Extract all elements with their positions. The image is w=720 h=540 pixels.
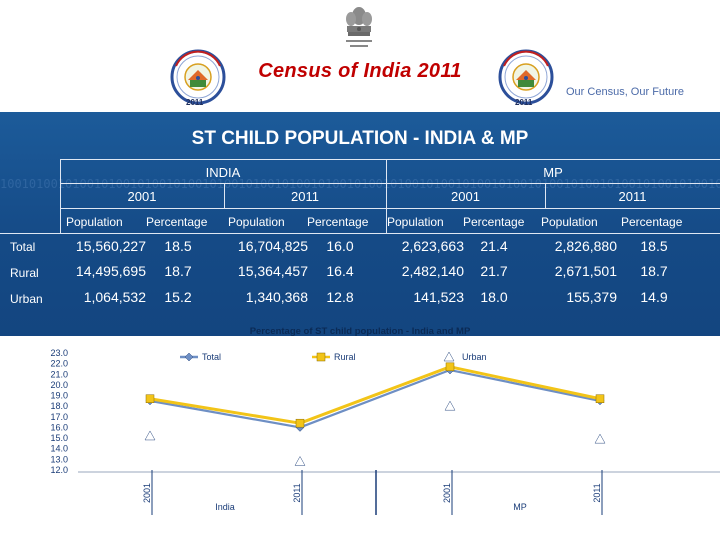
table-cell: 2,826,880 [554,238,617,254]
column-header: Percentage [463,215,525,229]
table-cell: 16.0 [326,238,354,254]
x-group-label: MP [513,502,527,512]
table-cell: 18.7 [164,263,192,279]
table-cell: 18.5 [640,238,668,254]
column-header: Population [387,215,444,229]
row-label-urban: Urban [10,292,43,306]
y-tick-label: 22.0 [50,359,68,369]
legend-label: Total [202,352,221,362]
y-tick-label: 21.0 [50,369,68,379]
x-tick-label: 2001 [442,483,452,503]
y-tick-label: 14.0 [50,444,68,454]
table-cell: 15,364,457 [237,263,308,279]
series-line-rural [149,365,601,425]
chart-title: Percentage of ST child population - Indi… [249,326,471,337]
group-header-india: INDIA [205,165,241,180]
binary-background-pattern: 1001010010100101001010010100101001010010… [0,178,720,191]
x-tick-label: 2011 [292,483,302,502]
column-header: Percentage [307,215,369,229]
table-rule [224,183,225,208]
year-header: 2011 [291,189,319,204]
table-cell: 18.5 [164,238,192,254]
logo-year-left: 2011 [186,98,204,107]
y-tick-label: 15.0 [50,433,68,443]
column-header: Population [228,215,285,229]
table-cell: 2,671,501 [554,263,617,279]
data-point-rural [445,362,455,372]
table-cell: 2,623,663 [401,238,464,254]
x-tick-label: 2011 [592,483,602,502]
table-cell: 2,482,140 [401,263,464,279]
x-group-label: India [215,502,235,512]
column-header: Percentage [146,215,208,229]
table-rule [60,159,61,233]
column-header: Population [541,215,598,229]
year-header: 2001 [451,189,480,204]
plot-background [0,336,720,540]
table-rule [60,208,720,209]
line-chart: 23.022.021.020.019.018.017.016.015.014.0… [0,336,720,540]
slide-title: ST CHILD POPULATION - INDIA & MP [191,128,529,149]
tagline: Our Census, Our Future [566,86,684,98]
legend-marker [316,352,326,362]
y-tick-label: 16.0 [50,422,68,432]
table-cell: 21.4 [480,238,508,254]
census-title: Census of India 2011 [258,60,462,82]
table-cell: 141,523 [413,289,464,305]
table-rule [0,233,720,234]
table-cell: 155,379 [566,289,617,305]
y-tick-label: 17.0 [50,412,68,422]
column-header: Population [66,215,123,229]
y-tick-label: 20.0 [50,380,68,390]
y-tick-label: 13.0 [50,454,68,464]
row-label-rural: Rural [10,266,39,280]
table-cell: 12.8 [326,289,354,305]
y-tick-label: 23.0 [50,348,68,358]
table-cell: 18.0 [480,289,508,305]
data-point-rural [145,394,155,403]
table-cell: 1,064,532 [83,289,146,305]
series-line-urban [149,405,601,463]
data-point-rural [295,418,305,428]
data-point-rural [595,394,605,403]
table-cell: 16,704,825 [237,238,308,254]
data-point-urban [294,455,306,466]
table-rule [386,159,387,233]
y-tick-label: 19.0 [50,391,68,401]
data-point-urban [444,400,456,411]
table-cell: 18.7 [640,263,668,279]
table-cell: 15.2 [164,289,192,305]
table-cell: 16.4 [326,263,354,279]
table-rule [60,159,720,160]
table-cell: 14.9 [640,289,668,305]
data-point-urban [144,430,156,441]
data-point-urban [594,433,606,444]
header: 2011 2011 Census of India 2011 Our Censu… [0,0,720,112]
year-header: 2001 [127,189,157,204]
group-header-mp: MP [543,165,563,180]
legend-label: Rural [334,352,356,362]
year-header: 2011 [618,189,647,204]
x-tick-label: 2001 [142,483,152,503]
series-line-total [149,368,601,429]
national-emblem-icon [346,7,372,47]
table-rule [60,183,720,184]
legend-marker [184,352,194,362]
y-tick-label: 12.0 [50,465,68,475]
census-logo-icon [170,49,226,105]
legend-marker [443,351,455,362]
column-header: Percentage [621,215,683,229]
table-cell: 21.7 [480,263,508,279]
table-cell: 15,560,227 [75,238,146,254]
table-cell: 1,340,368 [245,289,308,305]
legend-label: Urban [462,352,487,362]
table-rule [545,183,546,208]
table-cell: 14,495,695 [75,263,146,279]
row-label-total: Total [10,240,36,254]
logo-year-right: 2011 [515,98,533,107]
y-tick-label: 18.0 [50,401,68,411]
census-logo-icon [498,49,554,105]
